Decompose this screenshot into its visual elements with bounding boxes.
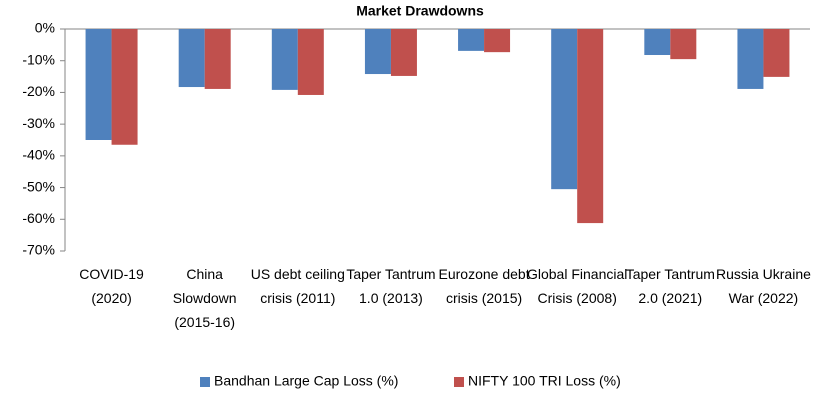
y-tick-label: -30% xyxy=(22,115,55,131)
x-tick-label: Global Financial Crisis (2008) xyxy=(526,266,628,306)
bar xyxy=(670,29,697,60)
bar xyxy=(204,29,231,89)
x-tick-label: Eurozone debt crisis (2015) xyxy=(438,266,530,306)
bar xyxy=(737,29,764,89)
legend-swatch xyxy=(454,377,464,387)
bar xyxy=(551,29,578,190)
x-tick-label: China Slowdown (2015-16) xyxy=(172,266,237,330)
x-tick-label: US debt ceiling crisis (2011) xyxy=(250,266,345,306)
y-tick-label: -10% xyxy=(22,51,55,67)
bar xyxy=(484,29,511,53)
y-tick-label: -40% xyxy=(22,147,55,163)
y-tick-label: -20% xyxy=(22,83,55,99)
legend-label: NIFTY 100 TRI Loss (%) xyxy=(468,373,621,389)
legend-label: Bandhan Large Cap Loss (%) xyxy=(214,373,398,389)
bar xyxy=(364,29,391,75)
bar xyxy=(271,29,298,90)
y-tick-label: -70% xyxy=(22,242,55,258)
bar xyxy=(577,29,604,224)
bar xyxy=(390,29,417,76)
x-tick-label: Taper Tantrum 1.0 (2013) xyxy=(346,266,436,306)
y-tick-label: -50% xyxy=(22,178,55,194)
bar xyxy=(85,29,112,140)
y-tick-label: -60% xyxy=(22,210,55,226)
chart-title: Market Drawdowns xyxy=(356,3,484,19)
bar xyxy=(111,29,138,145)
bar xyxy=(297,29,324,95)
x-tick-label: Russia Ukraine War (2022) xyxy=(715,266,811,306)
x-tick-label: Taper Tantrum 2.0 (2021) xyxy=(625,266,715,306)
bar xyxy=(458,29,485,51)
legend-swatch xyxy=(200,377,210,387)
bar xyxy=(178,29,205,88)
bar xyxy=(644,29,671,56)
y-tick-label: 0% xyxy=(35,20,55,36)
bar xyxy=(763,29,790,77)
x-tick-label: COVID-19 (2020) xyxy=(79,266,144,306)
